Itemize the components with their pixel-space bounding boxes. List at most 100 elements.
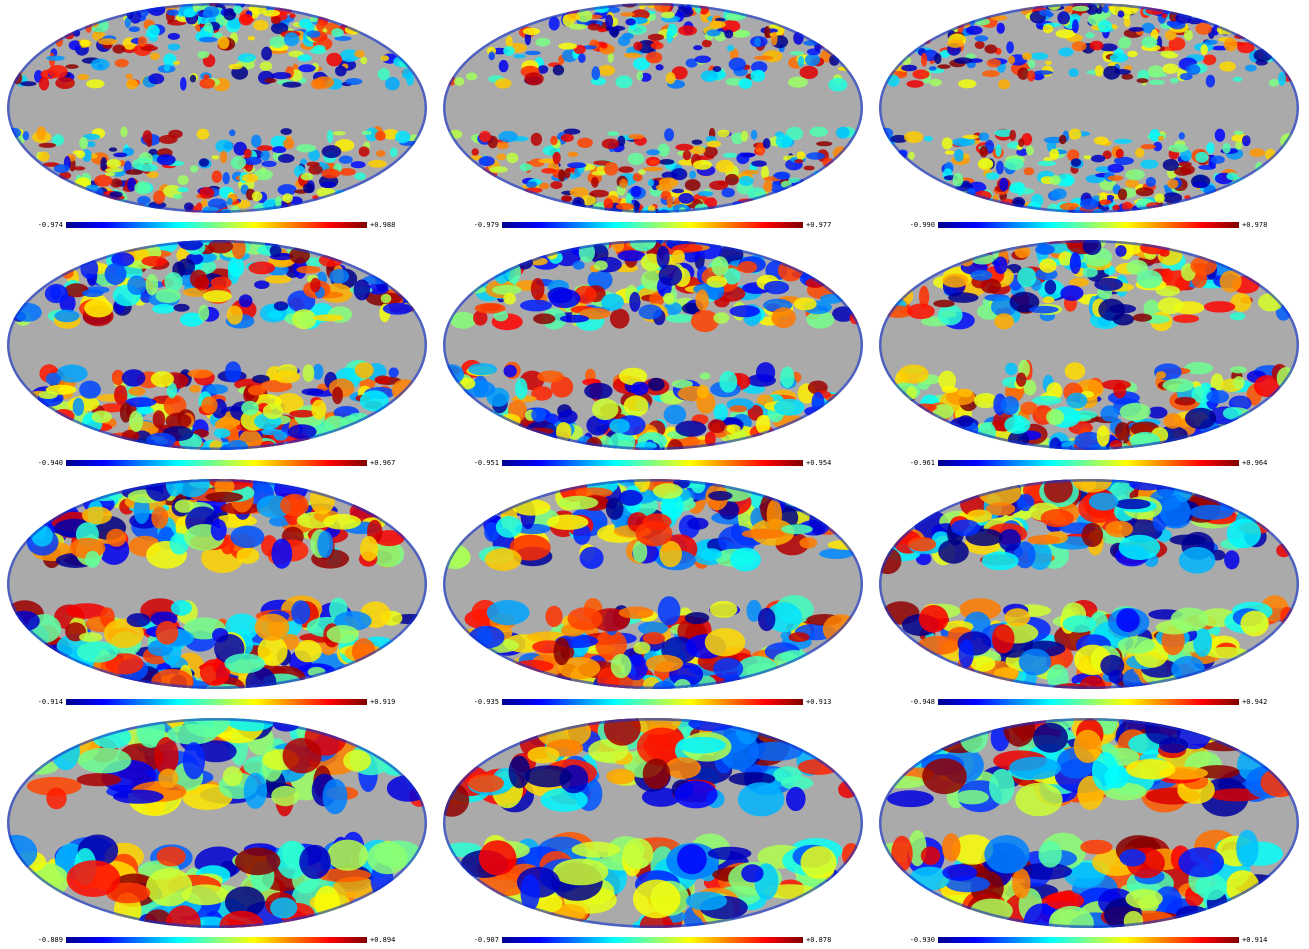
map-blob — [98, 38, 117, 45]
map-blob — [94, 175, 112, 187]
map-blob — [678, 25, 697, 35]
map-blob — [678, 193, 693, 204]
map-blob — [327, 130, 333, 143]
map-blob — [999, 529, 1021, 551]
map-blob — [65, 64, 78, 69]
map-blob — [1060, 285, 1083, 301]
map-blob — [198, 51, 210, 58]
map-blob — [1012, 868, 1030, 898]
map-blob — [146, 274, 159, 296]
map-blob — [1227, 519, 1261, 548]
map-blob — [604, 162, 618, 176]
map-blob — [953, 173, 964, 187]
map-blob — [527, 747, 559, 764]
map-blob — [1146, 177, 1156, 187]
map-blob — [618, 166, 633, 173]
map-blob — [113, 153, 127, 158]
map-blob — [242, 174, 258, 183]
map-blob — [624, 53, 641, 59]
colorbar-min-label: -0.930 — [910, 936, 935, 944]
map-blob — [345, 78, 362, 85]
map-blob — [666, 314, 693, 323]
map-blob — [57, 365, 88, 383]
map-blob — [387, 775, 430, 802]
map-panel: -0.940+0.967 — [7, 232, 427, 467]
map-blob — [729, 57, 746, 70]
map-blob — [151, 507, 168, 529]
map-blob — [339, 156, 353, 164]
map-blob — [650, 14, 656, 21]
map-blob — [919, 605, 948, 633]
map-blob — [272, 146, 286, 153]
map-blob — [212, 155, 220, 159]
map-blob — [624, 395, 649, 416]
map-blob — [1108, 175, 1124, 181]
map-blob — [1020, 402, 1037, 415]
map-blob — [1069, 129, 1082, 140]
map-blob — [523, 28, 540, 35]
map-blob — [147, 25, 160, 38]
map-blob — [252, 191, 263, 201]
map-blob — [693, 45, 702, 50]
map-blob — [958, 415, 973, 427]
map-blob — [355, 362, 374, 378]
map-blob — [628, 153, 645, 165]
map-blob — [1236, 830, 1258, 867]
map-blob — [691, 478, 705, 493]
map-blob — [1051, 188, 1067, 199]
map-blob — [1135, 148, 1145, 158]
map-blob — [189, 385, 200, 393]
map-blob — [354, 279, 371, 300]
map-blob — [1103, 66, 1120, 80]
map-blob — [182, 884, 229, 905]
colorbar-max-label: +0.954 — [806, 459, 831, 467]
map-blob — [904, 131, 923, 143]
map-blob — [912, 70, 929, 80]
map-blob — [167, 9, 179, 15]
map-blob — [82, 507, 112, 525]
map-blob — [985, 172, 999, 179]
map-blob — [781, 524, 813, 534]
map-blob — [308, 165, 322, 175]
map-blob — [127, 613, 151, 627]
map-blob — [1045, 280, 1057, 295]
map-blob — [122, 369, 146, 386]
map-blob — [966, 26, 983, 35]
map-blob — [39, 391, 58, 399]
map-blob — [887, 790, 934, 807]
map-blob — [274, 431, 288, 440]
map-blob — [942, 137, 953, 149]
map-blob — [1162, 379, 1194, 393]
map-blob — [663, 293, 674, 304]
map-blob — [1173, 314, 1199, 323]
map-blob — [86, 79, 104, 88]
map-blob — [326, 53, 342, 67]
map-blob — [997, 23, 1005, 34]
map-blob — [280, 128, 292, 135]
map-blob — [1163, 159, 1179, 171]
map-blob — [354, 50, 365, 57]
map-blob — [601, 294, 624, 311]
map-blob — [531, 133, 542, 146]
map-blob — [206, 384, 228, 394]
map-blob — [177, 187, 189, 192]
map-blob — [1116, 149, 1124, 159]
map-blob — [367, 842, 407, 875]
map-blob — [692, 140, 703, 145]
map-blob — [656, 64, 664, 70]
map-blob — [283, 738, 322, 774]
map-blob — [282, 82, 301, 88]
map-blob — [1072, 19, 1079, 33]
map-blob — [1018, 138, 1024, 147]
map-blob — [333, 131, 346, 135]
map-blob — [956, 790, 989, 804]
colorbar — [938, 222, 1239, 228]
map-blob — [1124, 911, 1143, 931]
map-blob — [231, 526, 265, 549]
map-blob — [302, 388, 324, 395]
map-blob — [618, 250, 646, 261]
map-blob — [265, 78, 277, 83]
map-blob — [238, 53, 256, 62]
map-blob — [1004, 158, 1024, 170]
map-blob — [707, 29, 721, 36]
